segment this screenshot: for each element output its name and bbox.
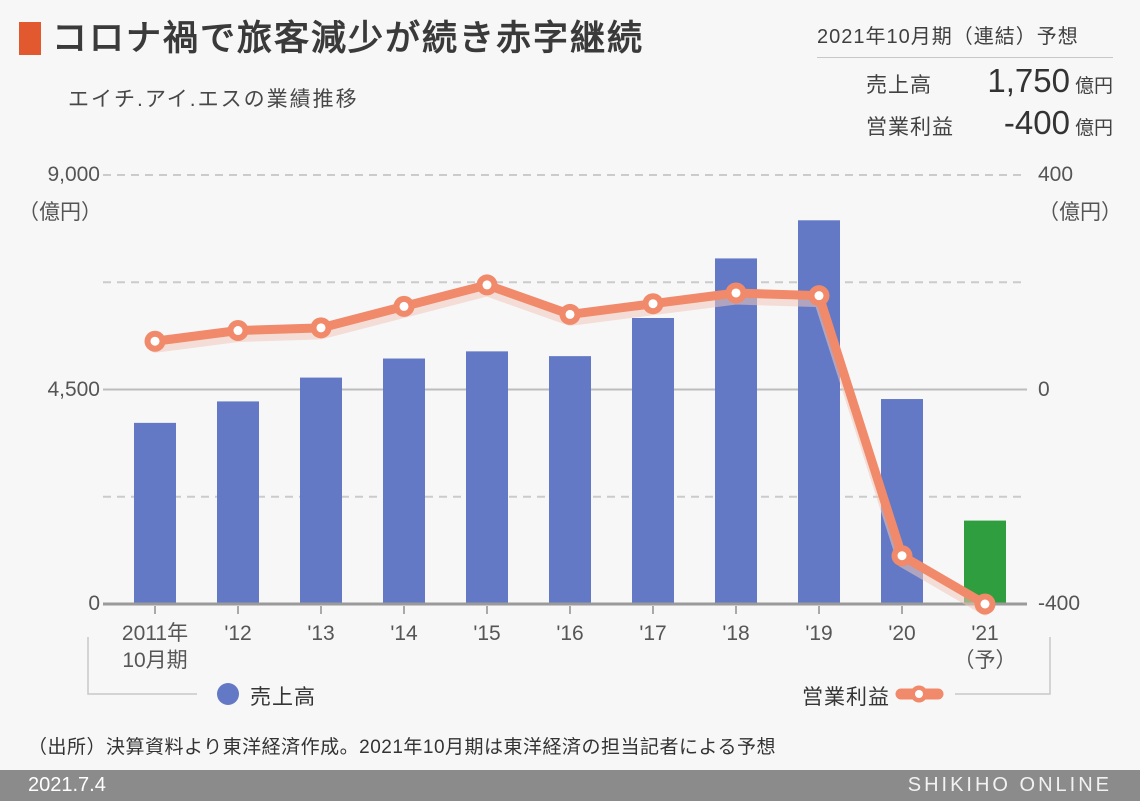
profit-marker-center bbox=[150, 336, 160, 346]
profit-marker-center bbox=[814, 291, 824, 301]
x-axis-label: '14 bbox=[390, 622, 418, 645]
x-axis-label: 10月期 bbox=[122, 649, 187, 672]
x-axis-label: '15 bbox=[473, 622, 500, 645]
profit-marker-center bbox=[316, 323, 326, 333]
profit-marker-center bbox=[233, 326, 243, 336]
x-axis-label: 2011年 bbox=[122, 622, 188, 645]
x-axis-label: '12 bbox=[224, 622, 251, 645]
forecast-profit-label: 営業利益 bbox=[866, 116, 954, 139]
forecast-box: 2021年10月期（連結）予想 売上高 1,750 億円 営業利益 -400 億… bbox=[817, 20, 1113, 142]
x-axis-label: '19 bbox=[805, 622, 832, 645]
profit-marker-center bbox=[399, 301, 409, 311]
sales-bar bbox=[134, 422, 176, 604]
legend-bracket-right bbox=[955, 637, 1051, 695]
right-axis-tick-400: 400 bbox=[1038, 163, 1074, 186]
page-title: コロナ禍で旅客減少が続き赤字継続 bbox=[52, 19, 645, 58]
sales-bar bbox=[466, 351, 508, 604]
x-axis-label: '18 bbox=[722, 622, 749, 645]
chart-subtitle: エイチ.アイ.エスの業績推移 bbox=[68, 88, 359, 111]
right-axis-tick-minus400: -400 bbox=[1038, 592, 1081, 615]
profit-marker-center bbox=[648, 299, 658, 309]
forecast-heading: 2021年10月期（連結）予想 bbox=[817, 20, 1113, 58]
left-axis-unit: （億円） bbox=[18, 201, 102, 224]
profit-legend-dot-center bbox=[915, 690, 923, 698]
x-axis-label: '16 bbox=[556, 622, 583, 645]
legend-bracket-left bbox=[87, 637, 197, 695]
header: コロナ禍で旅客減少が続き赤字継続 bbox=[19, 19, 645, 59]
x-axis-label: '20 bbox=[888, 622, 915, 645]
profit-marker-center bbox=[731, 288, 741, 298]
forecast-row-profit: 営業利益 -400 億円 bbox=[817, 104, 1113, 142]
forecast-profit-value: -400 bbox=[1003, 104, 1070, 141]
profit-marker-center bbox=[565, 309, 575, 319]
x-axis-label: （予） bbox=[954, 649, 1017, 672]
footer-date: 2021.7.4 bbox=[28, 774, 106, 796]
left-axis-tick-4500: 4,500 bbox=[47, 378, 100, 401]
sales-bar bbox=[632, 318, 674, 604]
footer-bar: 2021.7.4 SHIKIHO ONLINE bbox=[0, 770, 1140, 801]
x-axis-label: '17 bbox=[639, 622, 666, 645]
forecast-sales-unit: 億円 bbox=[1074, 76, 1113, 97]
sales-bar bbox=[217, 401, 259, 604]
left-axis-tick-0: 0 bbox=[88, 592, 100, 615]
forecast-sales-bar bbox=[964, 520, 1006, 604]
x-axis-label: '13 bbox=[307, 622, 334, 645]
footer-brand: SHIKIHO ONLINE bbox=[907, 774, 1112, 796]
source-note: （出所）決算資料より東洋経済作成。2021年10月期は東洋経済の担当記者による予… bbox=[28, 737, 776, 758]
sales-bar bbox=[300, 377, 342, 604]
sales-bar bbox=[383, 358, 425, 604]
sales-bar bbox=[549, 356, 591, 604]
x-axis-label: '21 bbox=[971, 622, 998, 645]
legend-label-sales: 売上高 bbox=[250, 686, 316, 709]
sales-bar bbox=[715, 258, 757, 604]
sales-bar bbox=[798, 220, 840, 605]
right-axis-tick-0: 0 bbox=[1038, 378, 1050, 401]
forecast-row-sales: 売上高 1,750 億円 bbox=[817, 62, 1113, 100]
accent-square-icon bbox=[19, 22, 41, 55]
sales-legend-circle-icon bbox=[217, 683, 239, 705]
legend-label-profit: 営業利益 bbox=[802, 686, 890, 709]
profit-marker-center bbox=[897, 551, 907, 561]
forecast-sales-value: 1,750 bbox=[987, 62, 1070, 99]
left-axis-tick-9000: 9,000 bbox=[47, 163, 100, 186]
forecast-sales-label: 売上高 bbox=[866, 74, 932, 97]
right-axis-unit: （億円） bbox=[1038, 201, 1122, 224]
forecast-profit-unit: 億円 bbox=[1074, 118, 1113, 139]
profit-marker-center bbox=[980, 599, 990, 609]
profit-marker-center bbox=[482, 280, 492, 290]
